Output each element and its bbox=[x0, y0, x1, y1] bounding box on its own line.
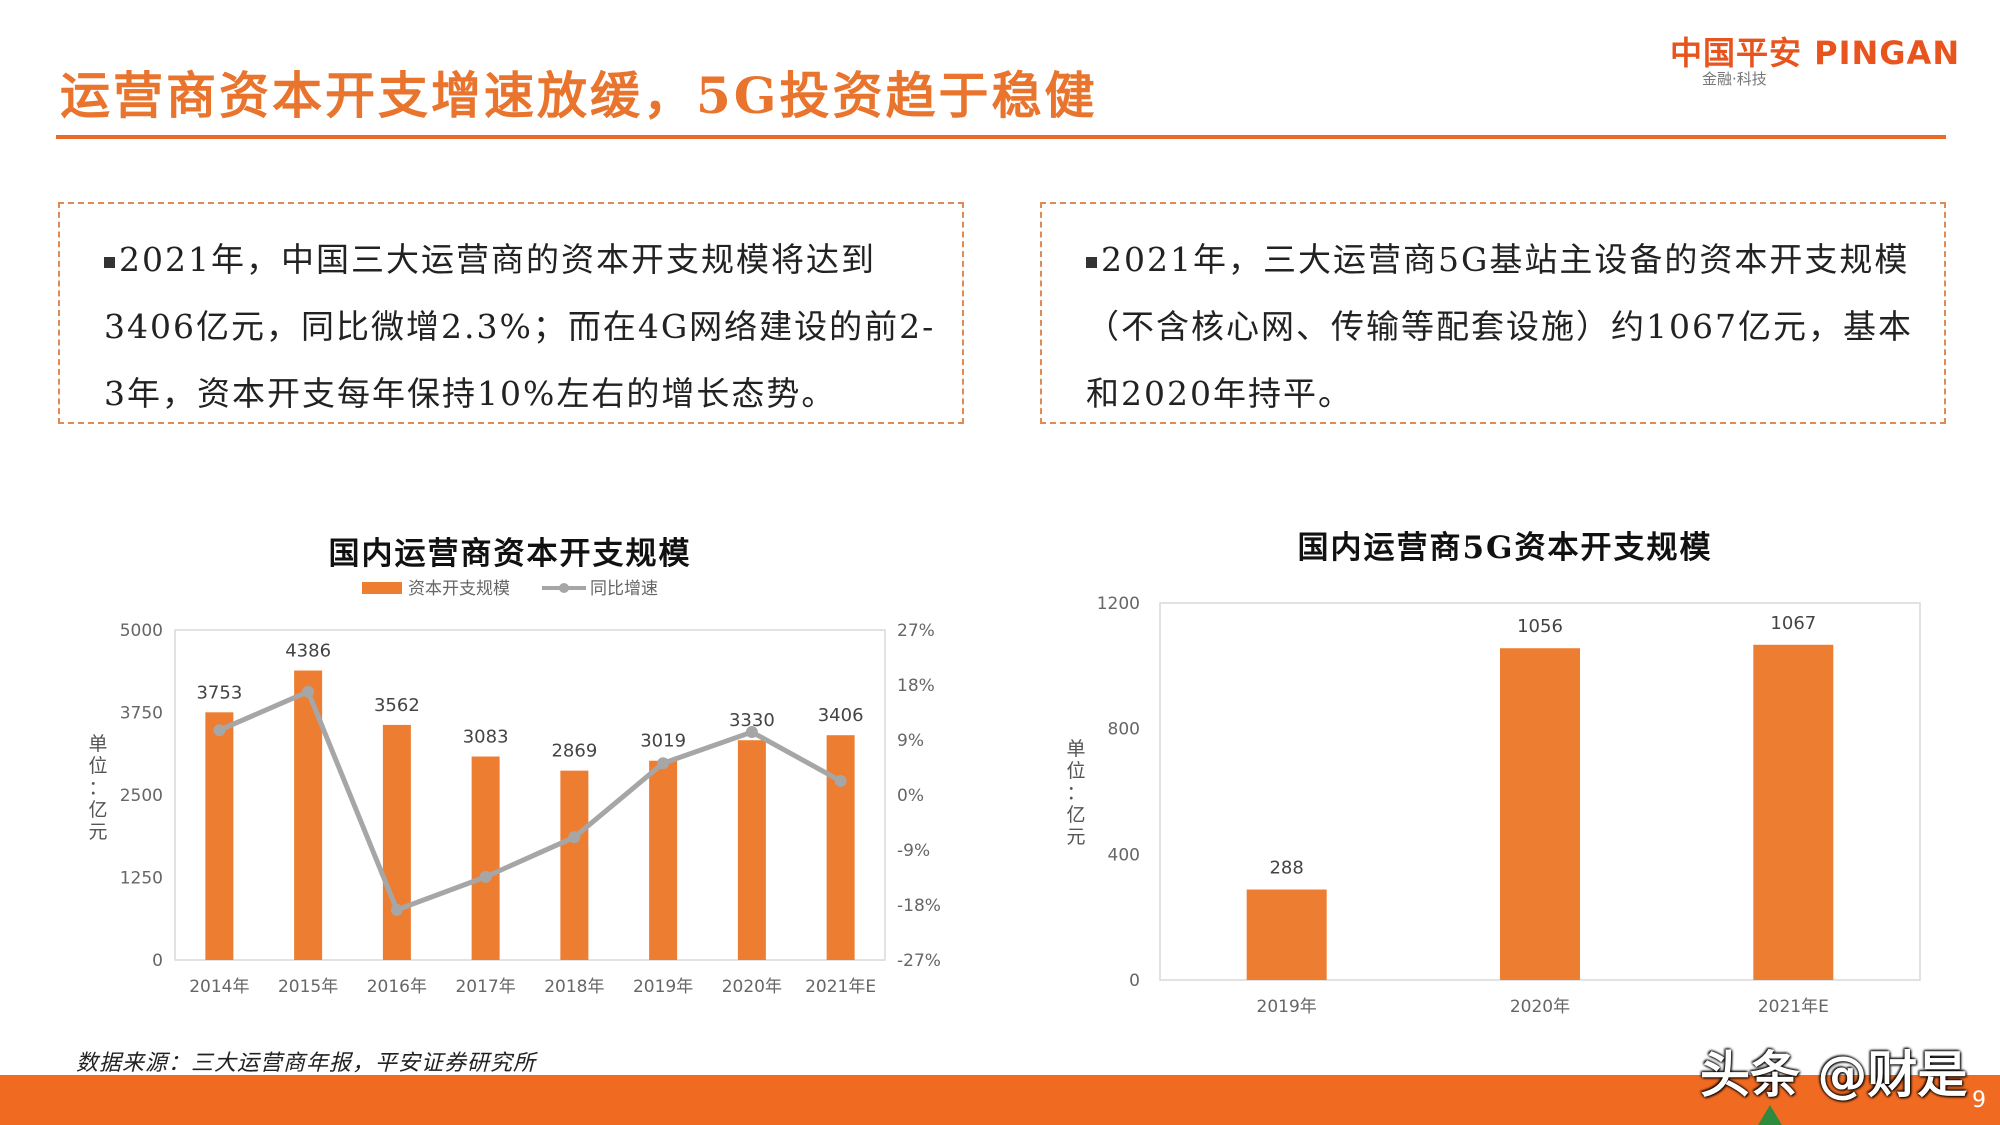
footer-triangle-icon bbox=[1758, 1105, 1782, 1125]
bar bbox=[737, 740, 766, 960]
y-tick-label: 400 bbox=[1108, 845, 1140, 865]
bar-value-label: 3083 bbox=[463, 727, 509, 748]
y-tick-label: 0 bbox=[1129, 971, 1140, 991]
x-tick-label: 2017年 bbox=[455, 977, 515, 997]
bar-value-label: 4386 bbox=[285, 641, 331, 662]
bar bbox=[826, 735, 855, 960]
legend-swatch-bar bbox=[362, 582, 402, 594]
line-point bbox=[302, 685, 315, 698]
y2-tick-label: 27% bbox=[897, 621, 935, 641]
legend-marker-line bbox=[559, 583, 569, 593]
x-tick-label: 2018年 bbox=[544, 977, 604, 997]
footer-bar bbox=[0, 1075, 2000, 1125]
data-source-note: 数据来源：三大运营商年报，平安证券研究所 bbox=[76, 1051, 537, 1076]
y2-tick-label: 18% bbox=[897, 676, 935, 696]
watermark-text: 头条 @财是 bbox=[1700, 1046, 1968, 1104]
line-point bbox=[479, 870, 492, 883]
bar-value-label: 1067 bbox=[1770, 613, 1816, 634]
legend-label-bar: 资本开支规模 bbox=[408, 579, 510, 599]
bar-value-label: 288 bbox=[1269, 858, 1303, 879]
summary-text-right: 2021年，三大运营商5G基站主设备的资本开支规模（不含核心网、传输等配套设施）… bbox=[1086, 240, 1913, 413]
summary-text-left: 2021年，中国三大运营商的资本开支规模将达到3406亿元，同比微增2.3%；而… bbox=[104, 240, 936, 413]
bar-value-label: 3330 bbox=[729, 710, 775, 731]
x-tick-label: 2015年 bbox=[278, 977, 338, 997]
bar-value-label: 3406 bbox=[818, 705, 864, 726]
line-point bbox=[568, 831, 581, 844]
x-tick-label: 2021年E bbox=[1758, 997, 1829, 1017]
x-tick-label: 2019年 bbox=[633, 977, 693, 997]
y2-tick-label: -18% bbox=[897, 896, 941, 916]
growth-rate-line bbox=[218, 689, 842, 913]
bar bbox=[471, 756, 500, 960]
bar bbox=[1753, 644, 1834, 980]
page-number: 9 bbox=[1972, 1088, 1986, 1113]
line-point bbox=[213, 724, 226, 737]
y2-tick-label: -9% bbox=[897, 841, 930, 861]
y-tick-label: 5000 bbox=[120, 621, 163, 641]
x-tick-label: 2014年 bbox=[189, 977, 249, 997]
bar bbox=[560, 770, 589, 960]
bar bbox=[1246, 889, 1327, 980]
plot-frame bbox=[174, 629, 886, 961]
summary-box-left: 2021年，中国三大运营商的资本开支规模将达到3406亿元，同比微增2.3%；而… bbox=[58, 202, 964, 424]
5g-capex-bar-chart: 0 400 800 1200 单位：亿元 288 2019年 1056 2020年 1067 202… bbox=[1066, 594, 1921, 1017]
bar-value-label: 3562 bbox=[374, 695, 420, 716]
square-bullet-icon bbox=[1086, 256, 1097, 268]
y-tick-label: 800 bbox=[1108, 720, 1140, 740]
y-tick-label: 0 bbox=[152, 951, 163, 971]
line-point bbox=[834, 774, 847, 787]
pingan-logo: 中国平安 PINGAN 金融·科技 bbox=[1670, 28, 1970, 88]
bar-value-label: 1056 bbox=[1517, 616, 1563, 637]
bar-value-label: 2869 bbox=[551, 741, 597, 762]
y-tick-label: 3750 bbox=[120, 704, 163, 724]
y-tick-label: 2500 bbox=[120, 786, 163, 806]
legend-label-line: 同比增速 bbox=[590, 579, 658, 599]
line-point bbox=[657, 757, 670, 770]
y2-tick-label: -27% bbox=[897, 951, 941, 971]
bar bbox=[205, 712, 234, 960]
logo-sub-text: 金融·科技 bbox=[1702, 70, 1767, 88]
x-tick-label: 2019年 bbox=[1257, 997, 1317, 1017]
y-tick-label: 1250 bbox=[120, 869, 163, 889]
bar bbox=[1500, 648, 1580, 980]
chart-title-capex: 国内运营商资本开支规模 bbox=[328, 536, 692, 572]
summary-box-right: 2021年，三大运营商5G基站主设备的资本开支规模（不含核心网、传输等配套设施）… bbox=[1040, 202, 1946, 424]
line-point bbox=[390, 903, 403, 916]
y2-tick-label: 9% bbox=[897, 731, 924, 751]
chart-title-5g-capex: 国内运营商5G资本开支规模 bbox=[1297, 530, 1713, 566]
bar bbox=[649, 760, 678, 960]
page-title: 运营商资本开支增速放缓，5G投资趋于稳健 bbox=[60, 66, 1098, 125]
x-tick-label: 2021年E bbox=[805, 977, 876, 997]
bar bbox=[382, 724, 411, 960]
title-divider bbox=[56, 135, 1946, 139]
y-tick-label: 1200 bbox=[1097, 594, 1140, 614]
capex-combo-chart: 资本开支规模 同比增速 0 1250 2500 3750 5000 -27% -18% -9% 0%… bbox=[88, 579, 941, 997]
x-tick-label: 2020年 bbox=[722, 977, 782, 997]
square-bullet-icon bbox=[104, 256, 115, 268]
y-axis-label: 单位：亿元 bbox=[1066, 738, 1085, 848]
logo-main-text: 中国平安 PINGAN bbox=[1670, 34, 1961, 72]
bar-value-label: 3753 bbox=[196, 682, 242, 703]
bar-value-label: 3019 bbox=[640, 731, 686, 752]
y2-tick-label: 0% bbox=[897, 786, 924, 806]
y-axis-label: 单位：亿元 bbox=[88, 733, 107, 843]
x-tick-label: 2020年 bbox=[1510, 997, 1570, 1017]
line-point bbox=[745, 726, 758, 739]
x-tick-label: 2016年 bbox=[367, 977, 427, 997]
